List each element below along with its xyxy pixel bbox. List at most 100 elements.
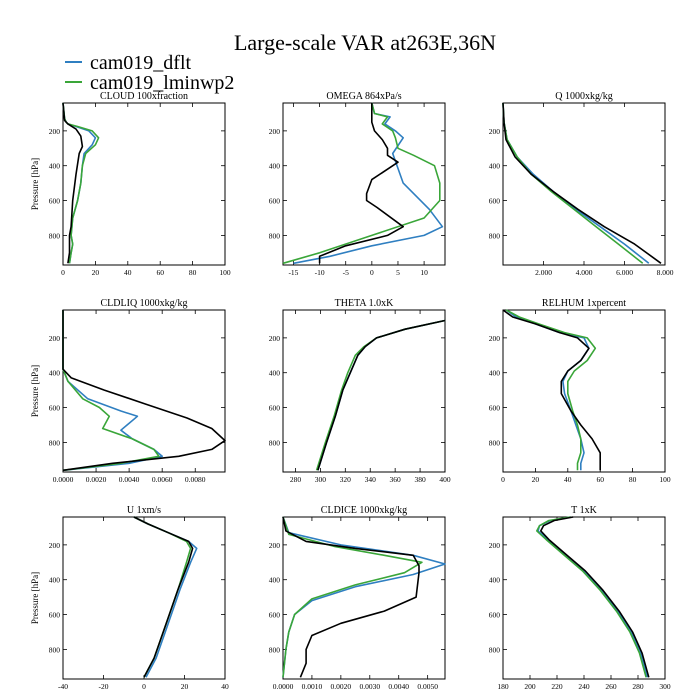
y-tick-label: 600	[269, 197, 281, 206]
panel-title: RELHUM 1xpercent	[542, 298, 626, 309]
y-tick-label: 200	[489, 127, 501, 136]
x-tick-label: 40	[124, 268, 132, 277]
plot-frame	[502, 309, 666, 473]
y-tick-label: 400	[489, 576, 501, 585]
x-tick-label: 4.000	[576, 268, 593, 277]
y-tick-label: 200	[269, 334, 281, 343]
y-tick-label: 600	[49, 404, 61, 413]
y-tick-label: 200	[489, 541, 501, 550]
y-tick-label: 200	[49, 541, 61, 550]
series-line-cam019-lminwp2	[502, 102, 644, 264]
y-tick-label: 600	[489, 197, 501, 206]
x-tick-label: 0	[142, 682, 146, 691]
x-tick-label: 300	[315, 475, 327, 484]
x-tick-label: 60	[156, 268, 164, 277]
series-line-cam019-lminwp2	[62, 310, 160, 472]
y-tick-label: 400	[269, 576, 281, 585]
y-tick-label: 400	[489, 369, 501, 378]
x-tick-label: 0.0000	[53, 475, 74, 484]
y-tick-label: 400	[489, 162, 501, 171]
y-tick-label: 800	[269, 645, 281, 654]
x-tick-label: 20	[92, 268, 100, 277]
y-tick-label: 400	[269, 369, 281, 378]
x-tick-label: 40	[564, 475, 572, 484]
plot-frame	[502, 102, 666, 266]
series-line-cam019-lminwp2	[282, 102, 441, 265]
series-line-black	[318, 103, 405, 264]
figure-title: Large-scale VAR at263E,36N	[234, 30, 496, 55]
y-tick-label: 800	[49, 645, 61, 654]
chart-panel: RELHUM 1xpercent 0 20 40 60 80 100 200 400 600 800	[489, 298, 671, 484]
panel-title: T 1xK	[571, 505, 597, 516]
x-tick-label: 380	[414, 475, 426, 484]
y-axis-label: Pressure [hPa]	[30, 365, 40, 417]
plot-frame	[282, 516, 446, 680]
series-line-black	[317, 319, 446, 471]
plot-frame	[62, 102, 226, 266]
x-tick-label: -10	[315, 268, 325, 277]
x-tick-label: 240	[578, 682, 590, 691]
x-tick-label: 0	[61, 268, 65, 277]
x-tick-label: 0.0080	[185, 475, 206, 484]
series-line-cam019-lminwp2	[62, 102, 100, 264]
x-tick-label: -40	[58, 682, 68, 691]
x-tick-label: 20	[532, 475, 540, 484]
y-tick-label: 800	[489, 645, 501, 654]
x-tick-label: 0.0050	[417, 682, 438, 691]
y-tick-label: 400	[49, 576, 61, 585]
y-tick-label: 600	[49, 197, 61, 206]
y-tick-label: 600	[489, 611, 501, 620]
plot-frame	[282, 309, 446, 473]
chart-panel: Q 1000xkg/kg 2.000 4.000 6.000 8.000 200 400 60…	[489, 91, 674, 277]
chart-panel: U 1xm/s -40 -20 0 20 40 200 400 600 800 Pressure […	[30, 505, 229, 691]
y-tick-label: 200	[269, 127, 281, 136]
legend-label: cam019_dflt	[90, 52, 192, 74]
legend-label: cam019_lminwp2	[90, 72, 234, 94]
x-tick-label: 0.0020	[331, 682, 352, 691]
series-line-black	[62, 102, 84, 264]
chart-panel: T 1xK 180 200 220 240 260 280 300 200 400 600 800	[489, 505, 671, 691]
x-tick-label: 300	[659, 682, 671, 691]
x-tick-label: 2.000	[535, 268, 552, 277]
y-tick-label: 600	[49, 611, 61, 620]
x-tick-label: 0	[501, 475, 505, 484]
y-tick-label: 800	[269, 438, 281, 447]
x-tick-label: 180	[497, 682, 509, 691]
y-tick-label: 800	[489, 231, 501, 240]
x-tick-label: -15	[288, 268, 298, 277]
y-tick-label: 200	[489, 334, 501, 343]
x-tick-label: -5	[343, 268, 349, 277]
y-axis-label: Pressure [hPa]	[30, 158, 40, 210]
plot-frame	[282, 102, 446, 266]
x-tick-label: 0.0010	[302, 682, 323, 691]
x-tick-label: 0.0040	[119, 475, 140, 484]
x-tick-label: 280	[632, 682, 644, 691]
x-tick-label: 20	[181, 682, 189, 691]
panel-title: OMEGA 864xPa/s	[326, 91, 401, 102]
x-tick-label: 320	[340, 475, 352, 484]
series-line-black	[62, 310, 226, 472]
chart-panel: CLDLIQ 1000xkg/kg 0.0000 0.0020 0.0040 0.006…	[30, 298, 226, 484]
series-line-cam019-lminwp2	[133, 516, 192, 678]
x-tick-label: 260	[605, 682, 617, 691]
x-tick-label: 80	[189, 268, 197, 277]
x-tick-label: 220	[551, 682, 563, 691]
panel-title: Q 1000xkg/kg	[555, 91, 613, 102]
series-line-cam019-dflt	[293, 102, 444, 265]
legend: cam019_dflt cam019_lminwp2	[65, 52, 234, 94]
y-tick-label: 800	[49, 438, 61, 447]
x-tick-label: 200	[524, 682, 536, 691]
panel-title: CLDICE 1000xkg/kg	[321, 505, 407, 516]
chart-panel: THETA 1.0xK 280 300 320 340 360 380 400 200 400 60…	[269, 298, 451, 484]
y-tick-label: 800	[49, 231, 61, 240]
x-tick-label: 0.0020	[86, 475, 107, 484]
y-axis-label: Pressure [hPa]	[30, 572, 40, 624]
plot-frame	[62, 309, 226, 473]
panel-title: CLDLIQ 1000xkg/kg	[101, 298, 188, 309]
y-tick-label: 400	[269, 162, 281, 171]
panel-title: CLOUD 100xfraction	[100, 91, 188, 102]
series-line-cam019-dflt	[537, 516, 649, 678]
x-tick-label: 100	[659, 475, 671, 484]
chart-panel: CLDICE 1000xkg/kg 0.0000 0.0010 0.0020 0.003…	[269, 505, 446, 691]
y-tick-label: 200	[49, 127, 61, 136]
